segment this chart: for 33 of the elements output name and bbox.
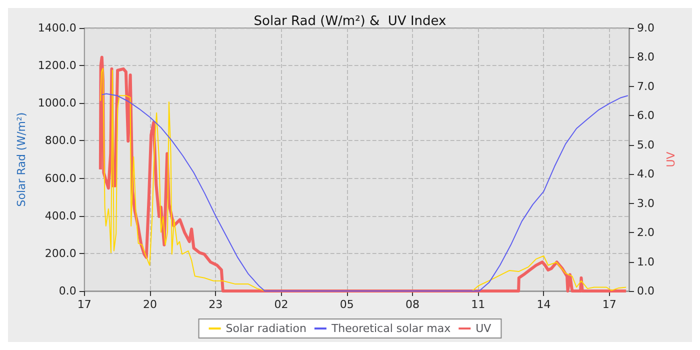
y-tick-label: 1200.0 xyxy=(38,59,76,72)
legend-label: Solar radiation xyxy=(226,322,306,335)
x-tick-label: 20 xyxy=(143,298,158,311)
legend-label: UV xyxy=(476,322,492,335)
y-tick-label: 200.0 xyxy=(44,246,76,260)
y-tick-label: 1400.0 xyxy=(38,22,76,34)
y2-tick-label: 7.0 xyxy=(637,80,654,93)
y-tick-label: 800.0 xyxy=(44,134,76,148)
x-tick-label: 17 xyxy=(602,298,616,311)
y2-tick-label: 4.0 xyxy=(637,168,654,181)
y2-tick-label: 8.0 xyxy=(637,50,654,64)
y-tick-label: 600.0 xyxy=(44,172,76,185)
x-tick-label: 08 xyxy=(405,298,420,311)
x-tick-label: 23 xyxy=(208,298,223,311)
legend-label: Theoretical solar max xyxy=(330,322,452,335)
x-tick-label: 14 xyxy=(536,298,551,311)
chart-title: Solar Rad (W/m²) & UV Index xyxy=(254,14,447,29)
x-tick-label: 05 xyxy=(340,298,354,311)
x-tick-label: 11 xyxy=(471,298,486,311)
y2-tick-label: 6.0 xyxy=(637,109,654,122)
y-tick-label: 0.0 xyxy=(58,284,76,298)
y2-tick-label: 1.0 xyxy=(637,255,654,268)
y2-tick-label: 3.0 xyxy=(637,196,654,210)
y-tick-label: 1000.0 xyxy=(38,96,76,110)
y2-tick-label: 0.0 xyxy=(637,284,654,298)
x-tick-label: 02 xyxy=(274,298,288,311)
y-axis-title: Solar Rad (W/m²) xyxy=(15,112,28,207)
y2-axis-title: UV xyxy=(664,151,678,168)
y2-tick-label: 5.0 xyxy=(637,138,654,152)
y2-tick-label: 2.0 xyxy=(637,226,654,240)
y-tick-label: 400.0 xyxy=(44,209,76,222)
x-tick-label: 17 xyxy=(77,298,92,311)
y2-tick-label: 9.0 xyxy=(637,22,654,34)
